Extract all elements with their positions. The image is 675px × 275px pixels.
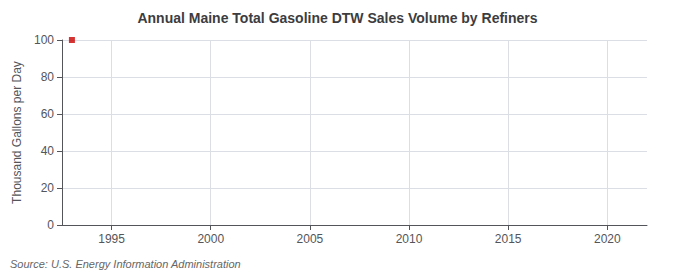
svg-text:80: 80 xyxy=(41,70,55,84)
svg-text:Annual Maine Total Gasoline DT: Annual Maine Total Gasoline DTW Sales Vo… xyxy=(137,10,537,26)
svg-text:1995: 1995 xyxy=(98,232,125,246)
svg-text:100: 100 xyxy=(34,33,54,47)
svg-text:2000: 2000 xyxy=(197,232,224,246)
svg-text:Thousand Gallons per Day: Thousand Gallons per Day xyxy=(10,61,24,204)
svg-text:60: 60 xyxy=(41,107,55,121)
svg-text:0: 0 xyxy=(47,218,54,232)
svg-text:2020: 2020 xyxy=(594,232,621,246)
svg-text:20: 20 xyxy=(41,181,55,195)
svg-text:Source: U.S. Energy Informatio: Source: U.S. Energy Information Administ… xyxy=(10,258,241,270)
svg-text:2015: 2015 xyxy=(495,232,522,246)
svg-text:2010: 2010 xyxy=(396,232,423,246)
svg-text:2005: 2005 xyxy=(297,232,324,246)
svg-text:40: 40 xyxy=(41,144,55,158)
